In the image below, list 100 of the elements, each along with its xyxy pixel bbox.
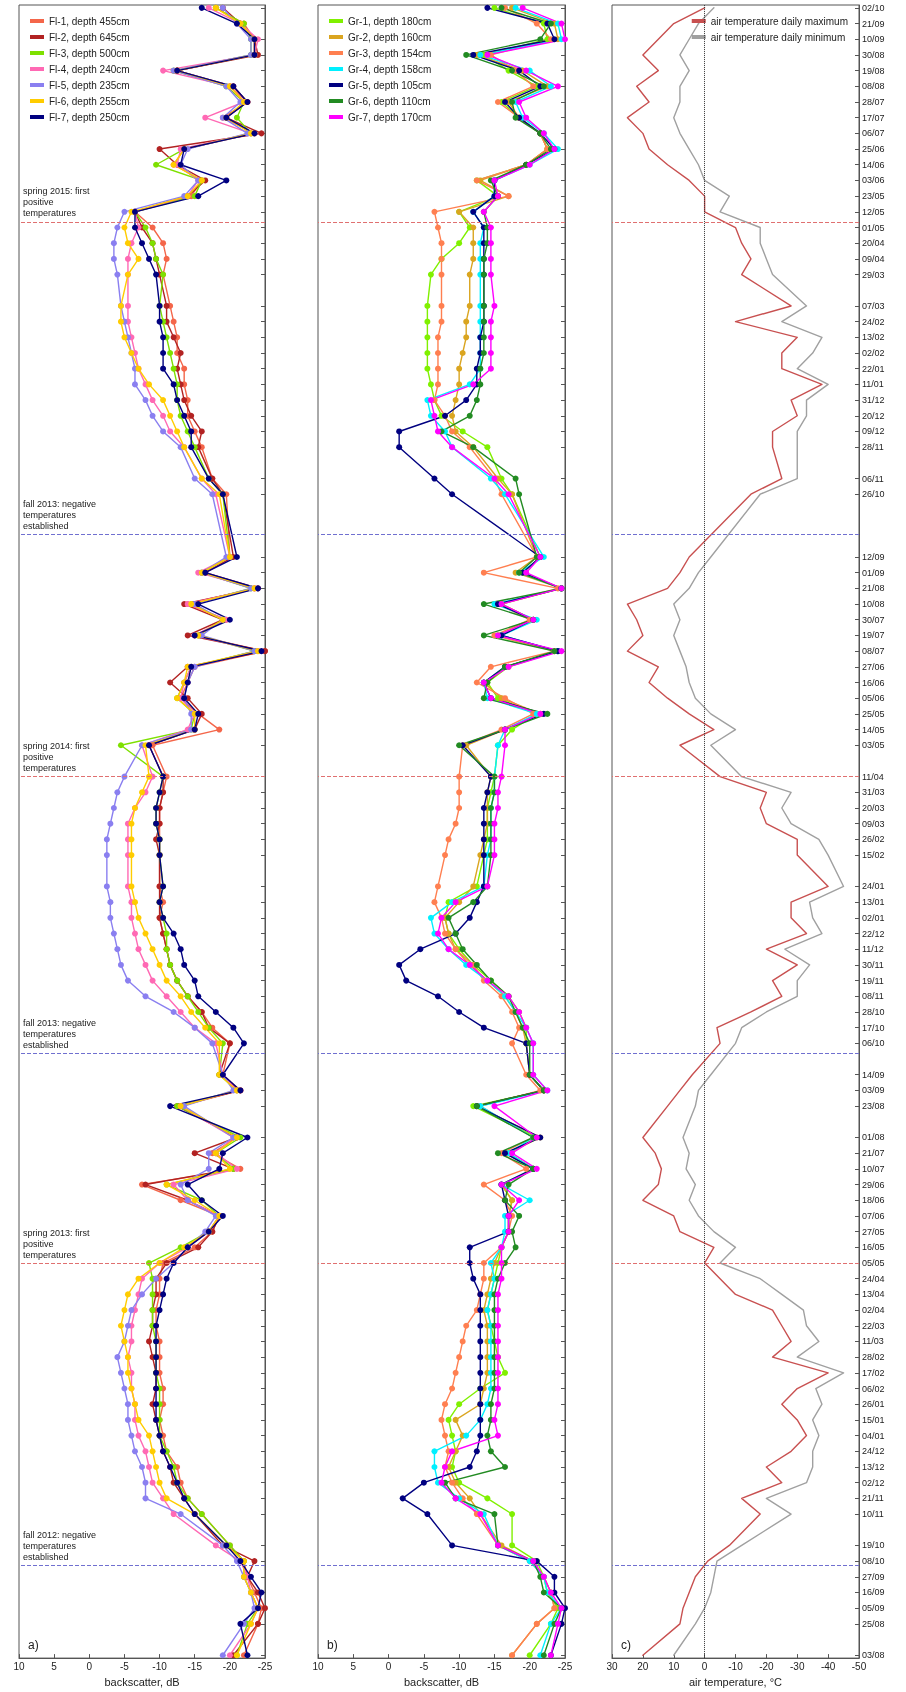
legend-label: air temperature daily minimum [710,31,846,43]
x-tick-label: -20 [522,1660,538,1672]
y-tick-label: 16/06 [862,677,885,688]
legend-label: Fl-4, depth 240cm [49,63,130,75]
x-axis-title: air temperature, °C [688,1675,783,1688]
legend-label: Gr-1, depth 180cm [348,15,432,27]
legend-label: Gr-6, depth 110cm [348,95,431,107]
y-tick-label: 23/05 [862,191,885,202]
y-tick-label: 17/10 [862,1022,885,1033]
y-tick-label: 13/02 [862,332,885,343]
y-tick-label: 29/06 [862,1179,885,1190]
y-tick-label: 08/07 [862,646,885,657]
x-tick-label: 10 [668,1660,680,1672]
y-tick-label: 12/05 [862,206,885,217]
legend-label: Fl-1, depth 455cm [49,15,130,27]
y-tick-label: 20/12 [862,410,885,421]
text: b) [327,1638,338,1652]
x-tick-label: -10 [152,1660,168,1672]
x-tick-label: -30 [790,1660,805,1672]
y-tick-label: 04/01 [862,1430,885,1441]
y-tick-label: 27/06 [862,661,885,672]
y-tick-label: 21/11 [862,1493,884,1504]
legend-label: Gr-5, depth 105cm [348,79,432,91]
legend-label: Fl-3, depth 500cm [49,47,130,59]
legend-label: air temperature daily maximum [710,15,848,27]
x-tick-label: 0 [701,1660,708,1672]
x-tick-label: 20 [637,1660,649,1672]
y-tick-label: 24/12 [862,1446,885,1457]
y-tick-label: 30/08 [862,49,885,60]
y-tick-label: 10/07 [862,1163,885,1174]
y-tick-label: 07/06 [862,1210,885,1221]
y-tick-label: 17/07 [862,112,885,123]
x-tick-label: -10 [451,1660,467,1672]
legend-label: Gr-7, depth 170cm [348,111,432,123]
y-tick-label: 29/03 [862,269,885,280]
y-tick-label: 01/08 [862,1132,885,1143]
y-tick-label: 01/05 [862,222,885,233]
y-tick-label: 06/11 [862,473,884,484]
y-tick-label: 02/02 [862,348,885,359]
y-tick-label: 06/02 [862,1383,885,1394]
y-tick-label: 11/04 [862,771,884,782]
y-tick-label: 02/12 [862,1477,885,1488]
y-tick-label: 21/09 [862,18,885,29]
y-tick-label: 09/04 [862,253,885,264]
y-tick-label: 16/09 [862,1587,885,1598]
y-tick-label: 16/05 [862,1242,885,1253]
y-tick-label: 30/07 [862,614,885,625]
legend-label: Fl-5, depth 235cm [49,79,130,91]
text: c) [621,1638,631,1652]
y-tick-label: 06/07 [862,128,885,139]
x-tick-label: -25 [257,1660,273,1672]
y-tick-label: 19/07 [862,630,885,641]
y-tick-label: 10/09 [862,34,885,45]
y-tick-label: 10/08 [862,599,885,610]
y-tick-label: 22/03 [862,1320,885,1331]
y-tick-label: 22/01 [862,363,885,374]
y-tick-label: 05/06 [862,693,885,704]
y-tick-label: 25/05 [862,708,885,719]
y-tick-label: 19/08 [862,65,885,76]
text: a) [28,1638,39,1652]
x-tick-label: -20 [222,1660,238,1672]
legend-label: Fl-6, depth 255cm [49,95,130,107]
y-tick-label: 08/10 [862,1556,885,1567]
x-tick-label: -5 [119,1660,130,1672]
y-tick-label: 02/04 [862,1305,885,1316]
y-tick-label: 26/10 [862,489,885,500]
y-tick-label: 18/06 [862,1195,885,1206]
y-tick-label: 27/05 [862,1226,885,1237]
y-tick-label: 12/09 [862,551,885,562]
y-tick-label: 27/09 [862,1571,885,1582]
y-tick-label: 28/02 [862,1352,885,1363]
ref-line-label: fall 2013: negative temperatures established [23,498,99,531]
y-tick-label: 28/07 [862,96,885,107]
y-tick-label: 08/11 [862,991,884,1002]
y-tick-label: 28/11 [862,442,884,453]
y-tick-label: 05/05 [862,1258,885,1269]
y-tick-label: 25/06 [862,144,885,155]
y-tick-label: 22/12 [862,928,885,939]
y-tick-label: 03/09 [862,1085,885,1096]
y-tick-label: 13/04 [862,1289,885,1300]
y-tick-label: 11/03 [862,1336,884,1347]
x-tick-label: -10 [728,1660,744,1672]
x-tick-label: -15 [487,1660,503,1672]
x-tick-label: -5 [419,1660,429,1672]
y-tick-label: 15/02 [862,850,885,861]
legend-label: Fl-7, depth 250cm [49,111,130,123]
legend-label: Gr-2, depth 160cm [348,31,432,43]
ref-line-label: fall 2013: negative temperatures established [23,1017,99,1050]
x-tick-label: 5 [350,1660,357,1672]
ref-line-label: spring 2015: first positive temperatures [23,186,93,219]
y-tick-label: 24/02 [862,316,885,327]
x-axis-title: backscatter, dB [104,1675,180,1688]
y-tick-label: 24/01 [862,881,885,892]
x-axis-title: backscatter, dB [403,1675,480,1688]
x-tick-label: 30 [606,1660,618,1672]
legend-label: Fl-2, depth 645cm [49,31,130,43]
y-tick-label: 24/04 [862,1273,885,1284]
x-tick-label: -20 [759,1660,775,1672]
y-tick-label: 23/08 [862,1101,885,1112]
y-tick-label: 01/09 [862,567,885,578]
